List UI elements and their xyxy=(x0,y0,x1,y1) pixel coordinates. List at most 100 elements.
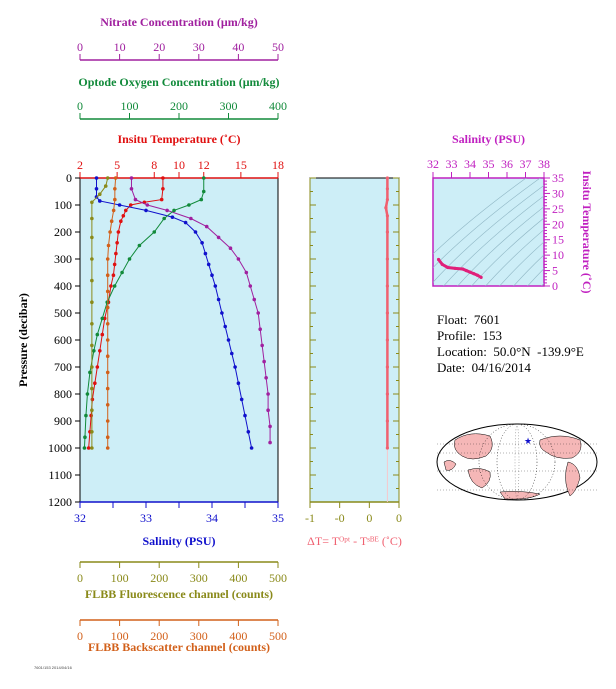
oxygen-point xyxy=(83,435,87,440)
oxygen-point xyxy=(84,413,88,418)
bottom-axis-tick-label: 32 xyxy=(74,511,86,525)
nitrate-point xyxy=(228,246,233,250)
top-axis-tick-label: 40 xyxy=(232,40,244,54)
fluorescence-point xyxy=(90,257,94,261)
top-axis-tick-label: 50 xyxy=(272,40,284,54)
ts-point xyxy=(436,257,441,262)
temperature-point xyxy=(95,365,100,369)
bottom-axis-tick-label: 400 xyxy=(229,571,247,585)
delta-t-point xyxy=(385,176,389,180)
top-axis-tick-label: 20 xyxy=(153,40,165,54)
oxygen-point xyxy=(92,349,96,353)
ts-x-tick-label: 34 xyxy=(464,157,476,171)
salinity-point xyxy=(226,338,231,342)
salinity-point xyxy=(230,351,234,356)
fluorescence-point xyxy=(90,200,94,205)
fluorescence-point xyxy=(103,184,108,188)
top-axis-tick-label: 200 xyxy=(170,99,188,113)
backscatter-point xyxy=(105,403,110,407)
oxygen-point xyxy=(152,230,157,234)
fluorescence-point xyxy=(90,430,94,434)
ts-y-tick-label: 25 xyxy=(552,202,564,216)
salinity-point xyxy=(220,311,224,315)
bottom-axis-tick-label: 33 xyxy=(140,511,152,525)
map-land xyxy=(499,491,541,500)
nitrate-point xyxy=(129,176,134,180)
delta-t-tick-label: 0 xyxy=(396,511,402,525)
map-land xyxy=(539,435,582,459)
fluorescence-point xyxy=(90,235,94,240)
temperature-point xyxy=(109,284,113,288)
backscatter-point xyxy=(113,197,117,202)
salinity-point xyxy=(94,187,99,191)
ts-point xyxy=(479,275,483,279)
delta-t-axis-title: ΔT= Tᴼᵖᵗ - Tˢᴮᴱ (˚C) xyxy=(307,534,402,548)
backscatter-point xyxy=(105,446,110,450)
oxygen-point xyxy=(88,370,92,375)
nitrate-point xyxy=(266,392,270,396)
ts-title: Salinity (PSU) xyxy=(452,132,525,146)
backscatter-point xyxy=(105,354,110,359)
temperature-line xyxy=(88,178,164,449)
nitrate-point xyxy=(268,424,272,429)
delta-t-tick-label: -0 xyxy=(335,511,345,525)
top-axis-tick-label: 300 xyxy=(220,99,238,113)
salinity-point xyxy=(233,365,237,369)
pressure-tick-label: 100 xyxy=(54,198,72,212)
top-axis-tick-label: 100 xyxy=(121,99,139,113)
ts-point xyxy=(472,272,476,276)
bottom-axis-tick-label: 500 xyxy=(269,571,287,585)
oxygen-point xyxy=(120,270,124,275)
fluorescence-point xyxy=(90,300,94,305)
ts-y-tick-label: 35 xyxy=(552,171,564,185)
ts-curve xyxy=(437,258,482,279)
ts-x-tick-label: 37 xyxy=(520,157,532,171)
ts-y-tick-label: 15 xyxy=(552,233,564,247)
oxygen-point xyxy=(201,176,206,180)
salinity-point xyxy=(206,262,211,267)
delta-t-point xyxy=(385,365,389,369)
salinity-point xyxy=(117,203,122,207)
top-axis-tick-label: 0 xyxy=(77,40,83,54)
float-id: Float: 7601 xyxy=(437,312,500,327)
top-axis-tick-label: 8 xyxy=(151,158,157,172)
nitrate-point xyxy=(129,187,134,191)
nitrate-point xyxy=(268,440,272,445)
top-axis-tick-label: 18 xyxy=(272,158,284,172)
salinity-point xyxy=(203,251,208,256)
bottom-axis-title: FLBB Fluorescence channel (counts) xyxy=(85,587,273,601)
delta-t-point xyxy=(385,311,389,315)
delta-t-point xyxy=(385,392,389,396)
nitrate-point xyxy=(266,408,270,413)
nitrate-point xyxy=(244,270,249,275)
backscatter-point xyxy=(105,257,110,261)
temperature-point xyxy=(93,381,97,386)
oxygen-point xyxy=(199,197,204,202)
top-axis-tick-label: 12 xyxy=(198,158,210,172)
ts-x-tick-label: 38 xyxy=(538,157,550,171)
density-contour xyxy=(433,178,527,255)
backscatter-point xyxy=(105,289,110,294)
top-axis-tick-label: 400 xyxy=(269,99,287,113)
temperature-point xyxy=(161,187,165,191)
top-axis-title: Optode Oxygen Concentration (μm/kg) xyxy=(78,75,279,89)
salinity-point xyxy=(94,176,99,180)
ts-point xyxy=(468,270,472,274)
nitrate-point xyxy=(260,343,264,348)
map-land xyxy=(565,461,581,497)
delta-t-point xyxy=(384,206,388,210)
pressure-tick-label: 1000 xyxy=(48,441,72,455)
backscatter-line xyxy=(107,177,117,448)
backscatter-point xyxy=(109,219,114,223)
ts-point xyxy=(475,273,479,277)
ts-y-tick-label: 0 xyxy=(552,279,558,293)
salinity-point xyxy=(249,446,254,450)
salinity-point xyxy=(193,230,198,234)
fluorescence-point xyxy=(90,386,94,391)
backscatter-point xyxy=(105,419,110,423)
backscatter-point xyxy=(113,176,118,180)
oxygen-point xyxy=(82,446,87,450)
delta-t-point xyxy=(385,230,389,234)
footer-code: 7601/153 2014/04/16 xyxy=(34,665,72,670)
density-contours xyxy=(433,178,544,286)
